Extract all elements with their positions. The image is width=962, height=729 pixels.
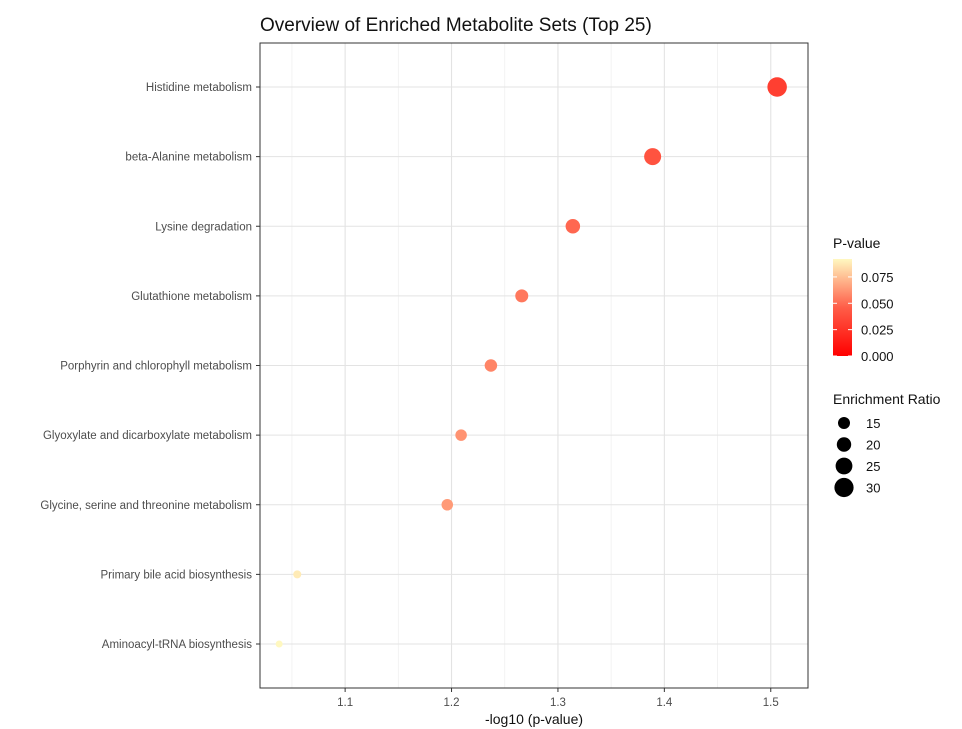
plot-area: 1.1 1.2 1.3 1.4 1.5 Histidine metabolism beta-… xyxy=(40,42,809,709)
plot-border xyxy=(259,42,809,689)
x-tick-label: 1.3 xyxy=(550,697,566,709)
size-legend-label: 20 xyxy=(866,438,880,453)
x-axis-title: -log10 (p-value) xyxy=(485,711,583,727)
color-legend-label: 0.075 xyxy=(861,270,894,285)
size-legend-label: 30 xyxy=(866,481,880,496)
y-category-label: Porphyrin and chlorophyll metabolism xyxy=(60,361,252,373)
color-legend-label: 0.050 xyxy=(861,296,894,311)
y-category-label: Glyoxylate and dicarboxylate metabolism xyxy=(43,430,252,442)
data-point xyxy=(293,570,302,579)
size-legend-key xyxy=(836,437,852,452)
size-legend-title: Enrichment Ratio xyxy=(833,391,941,407)
y-category-label: Glycine, serine and threonine metabolism xyxy=(40,500,252,512)
data-point xyxy=(644,148,662,166)
data-point xyxy=(275,640,283,648)
data-point xyxy=(565,219,581,234)
y-category-label: Glutathione metabolism xyxy=(131,291,252,303)
color-legend-label: 0.000 xyxy=(861,349,894,364)
y-category-label: Aminoacyl-tRNA biosynthesis xyxy=(102,639,252,651)
y-category-label: Histidine metabolism xyxy=(146,82,252,94)
size-legend-label: 15 xyxy=(866,416,880,431)
size-legend-key xyxy=(838,417,850,429)
chart-title: Overview of Enriched Metabolite Sets (To… xyxy=(260,15,652,36)
x-tick-label: 1.4 xyxy=(656,697,673,709)
data-point xyxy=(767,77,787,97)
x-tick-label: 1.5 xyxy=(763,697,779,709)
x-tick-label: 1.2 xyxy=(444,697,460,709)
y-category-label: beta-Alanine metabolism xyxy=(125,152,252,164)
size-legend-key xyxy=(834,477,854,498)
color-bar xyxy=(833,259,852,356)
data-point xyxy=(484,359,498,372)
data-point xyxy=(441,499,454,511)
x-tick-label: 1.1 xyxy=(337,697,353,709)
y-category-label: Primary bile acid biosynthesis xyxy=(101,569,253,581)
color-legend-title: P-value xyxy=(833,235,881,251)
data-point xyxy=(455,429,467,441)
legend: P-value 0.000 0.025 0.050 0.075 Enrichment Ra… xyxy=(833,235,941,498)
y-category-label: Lysine degradation xyxy=(155,221,252,233)
color-legend-label: 0.025 xyxy=(861,323,894,338)
data-point xyxy=(515,289,529,303)
size-legend-key xyxy=(835,457,853,475)
size-legend-label: 25 xyxy=(866,459,880,474)
